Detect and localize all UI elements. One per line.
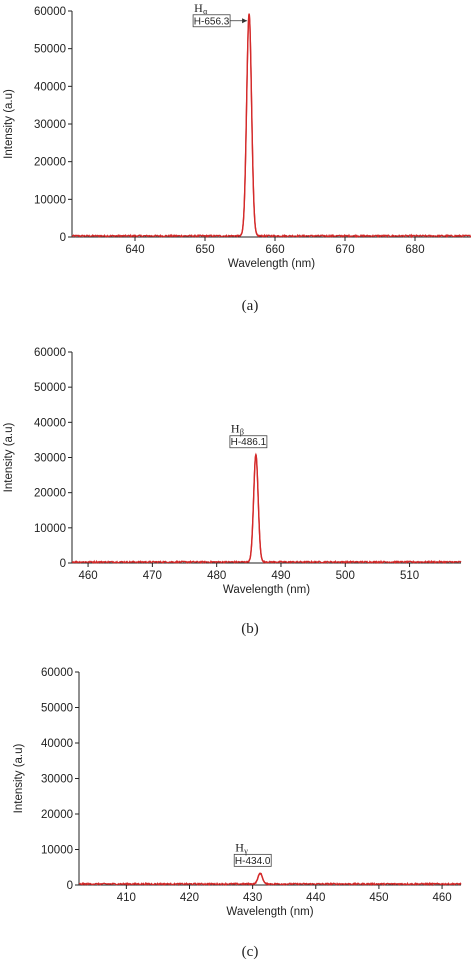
spectrum-peak — [249, 872, 272, 885]
chart-panel-2: 0 10000 20000 30000 40000 50000 60000 460 470 480… — [3, 347, 462, 637]
x-tick-label: 450 — [369, 892, 388, 904]
x-axis-title: Wavelength (nm) — [228, 258, 315, 270]
y-tick-label: 20000 — [34, 488, 66, 500]
x-tick-label: 500 — [336, 570, 355, 582]
annotation-subscript: γ — [243, 846, 248, 855]
y-tick-label: 10000 — [34, 194, 66, 206]
annotation-box — [233, 853, 272, 867]
y-tick-label: 0 — [67, 880, 73, 892]
y-tick-label: 60000 — [41, 667, 73, 679]
spectrum-peak — [236, 13, 262, 237]
y-axis-title: Intensity (a.u) — [13, 743, 25, 813]
y-tick-label: 50000 — [41, 703, 73, 715]
y-tick-label: 20000 — [41, 809, 73, 821]
spectrum-line — [71, 14, 472, 239]
y-axis-title: Intensity (a.u) — [3, 89, 15, 159]
y-tick-label: 40000 — [34, 417, 66, 429]
y-tick-label: 0 — [60, 232, 66, 244]
y-tick-label: 30000 — [41, 774, 73, 786]
annotation-label: H-656.3 — [194, 16, 230, 27]
y-tick-label: 60000 — [34, 6, 66, 18]
x-tick-label: 660 — [265, 244, 284, 256]
annotation-label: H-434.0 — [235, 856, 271, 867]
y-tick-label: 10000 — [41, 845, 73, 857]
x-tick-label: 480 — [207, 570, 226, 582]
y-tick-label: 40000 — [41, 738, 73, 750]
annotation-symbol: H — [235, 840, 244, 854]
x-tick-label: 460 — [78, 570, 97, 582]
y-tick-label: 60000 — [34, 347, 66, 359]
annotation-label: H-486.1 — [231, 437, 267, 448]
panel-caption: (a) — [242, 298, 259, 314]
x-tick-label: 410 — [117, 892, 136, 904]
x-tick-label: 640 — [125, 244, 144, 256]
y-tick-label: 40000 — [34, 81, 66, 93]
x-axis-title: Wavelength (nm) — [223, 584, 310, 596]
spectrum-line — [78, 872, 462, 887]
annotation-symbol: H — [194, 1, 203, 15]
y-tick-label: 30000 — [34, 453, 66, 465]
x-tick-label: 680 — [405, 244, 424, 256]
y-tick-label: 50000 — [34, 382, 66, 394]
annotation-symbol: H — [231, 422, 240, 436]
annotation-subscript: α — [203, 7, 208, 16]
x-tick-label: 650 — [195, 244, 214, 256]
x-tick-label: 470 — [143, 570, 162, 582]
x-axis-title: Wavelength (nm) — [226, 906, 313, 918]
spectrum-peak — [244, 452, 268, 563]
y-tick-label: 50000 — [34, 44, 66, 56]
x-tick-label: 420 — [180, 892, 199, 904]
x-tick-label: 670 — [335, 244, 354, 256]
chart-panel-1: 0 10000 20000 30000 40000 50000 60000 640 650 660… — [3, 1, 472, 314]
y-tick-label: 10000 — [34, 523, 66, 535]
panel-caption: (b) — [241, 621, 259, 637]
x-tick-label: 430 — [243, 892, 262, 904]
y-tick-label: 30000 — [34, 119, 66, 131]
y-tick-label: 20000 — [34, 157, 66, 169]
y-axis-title: Intensity (a.u) — [3, 422, 15, 492]
x-tick-label: 460 — [432, 892, 451, 904]
annotation-subscript: β — [240, 428, 244, 437]
x-tick-label: 490 — [271, 570, 290, 582]
x-tick-label: 440 — [306, 892, 325, 904]
spectrum-line — [71, 454, 462, 565]
annotation-box — [229, 435, 268, 449]
chart-panel-3: 0 10000 20000 30000 40000 50000 60000 410 420 430… — [13, 667, 462, 960]
y-tick-label: 0 — [60, 558, 66, 570]
panel-caption: (c) — [242, 944, 259, 960]
x-tick-label: 510 — [400, 570, 419, 582]
annotation-arrowhead — [242, 18, 248, 24]
